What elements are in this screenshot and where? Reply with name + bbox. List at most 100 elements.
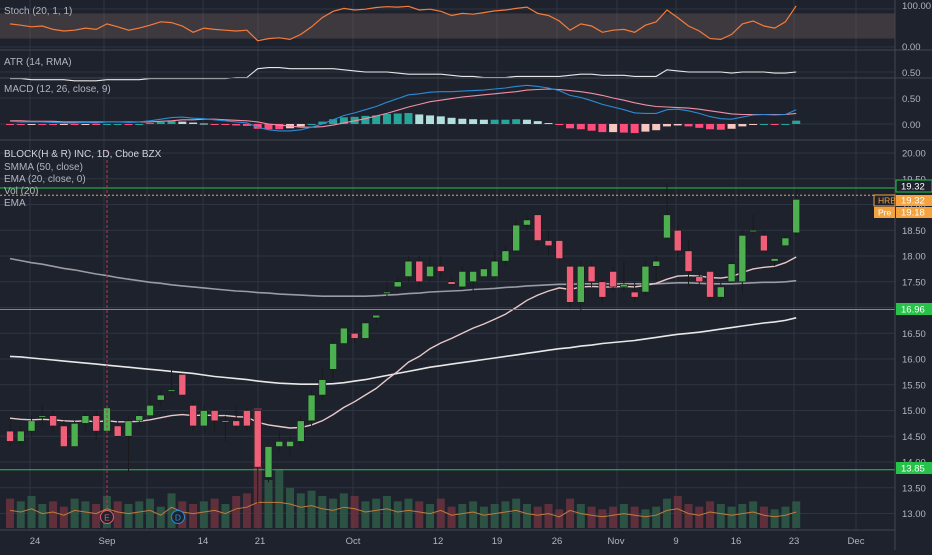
stoch-legend[interactable]: Stoch (20, 1, 1) (4, 6, 72, 17)
level-tag-high: 19.32 (901, 182, 925, 193)
macd-histogram-bar (695, 124, 704, 128)
candle-body (566, 265, 574, 303)
price-axis-label: 15.00 (902, 406, 926, 417)
smma-legend[interactable]: SMMA (50, close) (4, 162, 83, 173)
candle-body (749, 229, 757, 233)
macd-histogram-bar (102, 124, 111, 125)
candle-body (512, 224, 520, 252)
candle-body (286, 441, 294, 447)
macd-histogram-bar (576, 124, 585, 130)
ema-long-line (9, 317, 797, 386)
macd-histogram-bar (587, 124, 596, 131)
level-tag-mid: 16.96 (901, 305, 925, 316)
macd-histogram-bar (673, 124, 682, 126)
candle-body (221, 420, 230, 423)
macd-histogram-bar (555, 124, 564, 125)
volume-bar (544, 504, 553, 528)
candle-body (70, 423, 79, 447)
volume-bar (146, 498, 155, 528)
volume-bar (684, 504, 693, 528)
volume-bar (242, 493, 251, 528)
macd-histogram-bar (221, 124, 230, 125)
volume-bar (555, 509, 564, 528)
symbol-legend[interactable]: BLOCK(H & R) INC, 1D, Cboe BZX (4, 149, 162, 160)
macd-histogram-bar (792, 120, 801, 124)
macd-line (9, 84, 797, 132)
macd-histogram-bar (706, 124, 715, 130)
volume-bar (264, 480, 273, 528)
volume-bar (426, 504, 435, 528)
volume-bar (533, 506, 542, 528)
ema-legend[interactable]: EMA (20, close, 0) (4, 174, 86, 185)
earnings-event-icon[interactable] (100, 510, 114, 524)
candle-body (630, 291, 639, 298)
time-axis-label: 14 (198, 536, 209, 547)
atr-legend[interactable]: ATR (14, RMA) (4, 57, 72, 68)
horizontal-levels[interactable] (0, 187, 895, 471)
volume-bar (210, 498, 219, 528)
time-axis[interactable]: 24 Sep 14 21 Oct 12 19 26 Nov 9 16 23 Dec (30, 536, 865, 547)
hrb-tag-box (873, 194, 896, 207)
macd-histogram-bar (329, 119, 338, 124)
volume-bar (716, 504, 725, 528)
candle-body (167, 389, 176, 392)
candle-body (792, 199, 801, 234)
macd-histogram-bar (479, 119, 488, 124)
earnings-event-label: E (104, 513, 110, 523)
candle-body (340, 327, 348, 344)
price-axis-label: 18.50 (902, 226, 926, 237)
volume-bar (469, 501, 478, 528)
stoch-band (0, 13, 895, 39)
candle-body (598, 281, 607, 298)
volume-legend[interactable]: Vol (20) (4, 186, 38, 197)
dividend-event-icon[interactable] (171, 510, 185, 524)
volume-bar (221, 504, 230, 528)
pre-tag-label: Pre (878, 208, 892, 218)
price-axis-label: 13.50 (902, 483, 926, 494)
volume-bar (275, 469, 284, 528)
candle-body (684, 250, 693, 272)
macd-axis-label: 0.00 (902, 120, 921, 131)
macd-histogram-bar (533, 121, 542, 124)
candle-body (329, 343, 337, 370)
price-axis-label: 16.00 (902, 355, 926, 366)
macd-histogram-bar (759, 124, 768, 125)
volume-bar (662, 498, 671, 528)
candle-body (641, 265, 650, 293)
macd-histogram-bar (469, 119, 478, 124)
macd-histogram-bar (135, 124, 144, 125)
candle-body (727, 263, 736, 283)
volume-bar (189, 504, 198, 528)
dividend-event-label: D (175, 513, 181, 523)
candlesticks[interactable] (6, 183, 801, 504)
hrb-price-box (896, 195, 932, 206)
macd-legend[interactable]: MACD (12, 26, close, 9) (4, 84, 111, 95)
indicator-panels (0, 5, 895, 134)
candle-body (135, 415, 144, 422)
candle-body (609, 271, 617, 288)
macd-histogram-bar (146, 123, 155, 125)
volume-bar (458, 504, 467, 528)
time-axis-label: 19 (492, 536, 503, 547)
volume-ma-line (9, 501, 797, 518)
candle-body (6, 430, 14, 442)
time-axis-label: Nov (608, 536, 625, 547)
macd-histogram-bar (156, 122, 165, 124)
macd-histogram-bar (275, 124, 284, 130)
macd-histogram-bar (59, 124, 68, 125)
macd-histogram-bar (522, 119, 531, 124)
macd-histogram-bar (652, 124, 661, 131)
macd-histogram-bar (393, 113, 402, 124)
volume-bar (576, 504, 585, 528)
volume-bar (587, 506, 596, 528)
macd-histogram-bar (339, 117, 348, 124)
ema2-legend[interactable]: EMA (4, 198, 26, 209)
macd-histogram-bar (361, 115, 370, 124)
candle-body (307, 394, 316, 422)
macd-histogram-bar (619, 124, 628, 133)
time-axis-label: 24 (30, 536, 41, 547)
candle-body (673, 229, 682, 252)
macd-histogram-bar (242, 124, 251, 126)
